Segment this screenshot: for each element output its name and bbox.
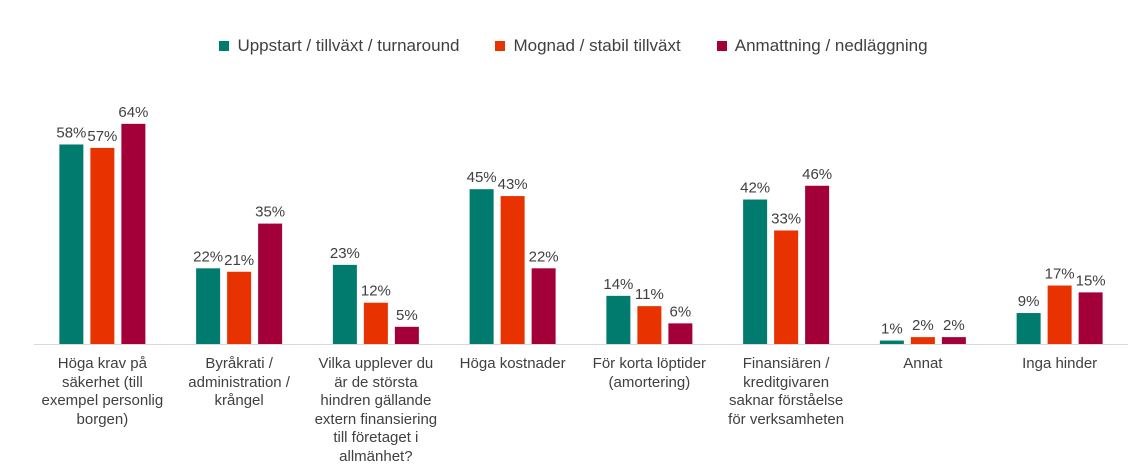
category-label: Byråkrati / administration / krångel (188, 355, 290, 409)
bar (1047, 285, 1072, 344)
bar (941, 337, 966, 344)
data-label: 17% (1045, 266, 1075, 283)
legend-label: Uppstart / tillväxt / turnaround (237, 36, 460, 55)
legend-item-anmattning: Anmattning / nedläggning (716, 36, 928, 56)
data-label: 57% (87, 128, 117, 145)
chart-legend: Uppstart / tillväxt / turnaround Mognad … (0, 36, 1147, 56)
bar (1016, 313, 1041, 344)
bar (196, 268, 221, 344)
bar (469, 189, 494, 344)
data-label: 22% (529, 248, 559, 265)
data-label: 2% (912, 317, 934, 334)
bar (668, 323, 693, 344)
data-label: 46% (802, 166, 832, 183)
bar (910, 337, 935, 344)
category-label: Finansiären / kreditgivaren saknar först… (728, 355, 845, 428)
legend-swatch (219, 41, 230, 51)
data-label: 64% (118, 104, 148, 121)
legend-item-uppstart: Uppstart / tillväxt / turnaround (219, 36, 459, 56)
bar (500, 196, 525, 344)
legend-item-mognad: Mognad / stabil tillväxt (495, 36, 681, 56)
bar (394, 326, 419, 344)
data-label: 5% (396, 307, 418, 324)
bar (606, 295, 631, 344)
data-label: 33% (771, 210, 801, 227)
data-label: 42% (740, 180, 770, 197)
legend-swatch (495, 41, 506, 51)
bar (227, 271, 252, 344)
data-label: 22% (193, 248, 223, 265)
category-label: Höga kostnader (459, 355, 566, 372)
data-label: 15% (1076, 272, 1106, 289)
category-label: Annat (903, 355, 943, 372)
bar (743, 199, 768, 344)
data-label: 2% (943, 317, 965, 334)
bar (258, 223, 283, 344)
category-label: Inga hinder (1022, 355, 1098, 372)
bar (363, 302, 388, 344)
bar (121, 123, 146, 344)
category-label: Vilka upplever du är de största hindren … (314, 355, 438, 465)
category-label: För korta löptider (amortering) (592, 355, 707, 391)
data-label: 14% (603, 276, 633, 293)
data-label: 35% (255, 204, 285, 221)
bar (1078, 292, 1103, 344)
bar (879, 340, 904, 344)
legend-label: Mognad / stabil tillväxt (513, 36, 681, 55)
data-label: 9% (1018, 293, 1040, 310)
data-label: 45% (467, 169, 497, 186)
legend-label: Anmattning / nedläggning (734, 36, 928, 55)
data-label: 58% (56, 124, 86, 141)
bar (531, 268, 556, 344)
data-label: 12% (361, 283, 391, 300)
legend-swatch (716, 41, 727, 51)
data-label: 23% (330, 245, 360, 262)
bar (59, 144, 84, 344)
bar (332, 264, 357, 344)
data-label: 21% (224, 252, 254, 269)
bar (90, 147, 115, 344)
data-label: 11% (635, 286, 664, 303)
bar (805, 185, 830, 344)
bar (637, 306, 662, 344)
data-label: 1% (881, 321, 903, 338)
data-label: 43% (498, 176, 528, 193)
category-label: Höga krav på säkerhet (till exempel pers… (41, 355, 164, 428)
data-label: 6% (670, 303, 692, 320)
bar (774, 230, 799, 344)
